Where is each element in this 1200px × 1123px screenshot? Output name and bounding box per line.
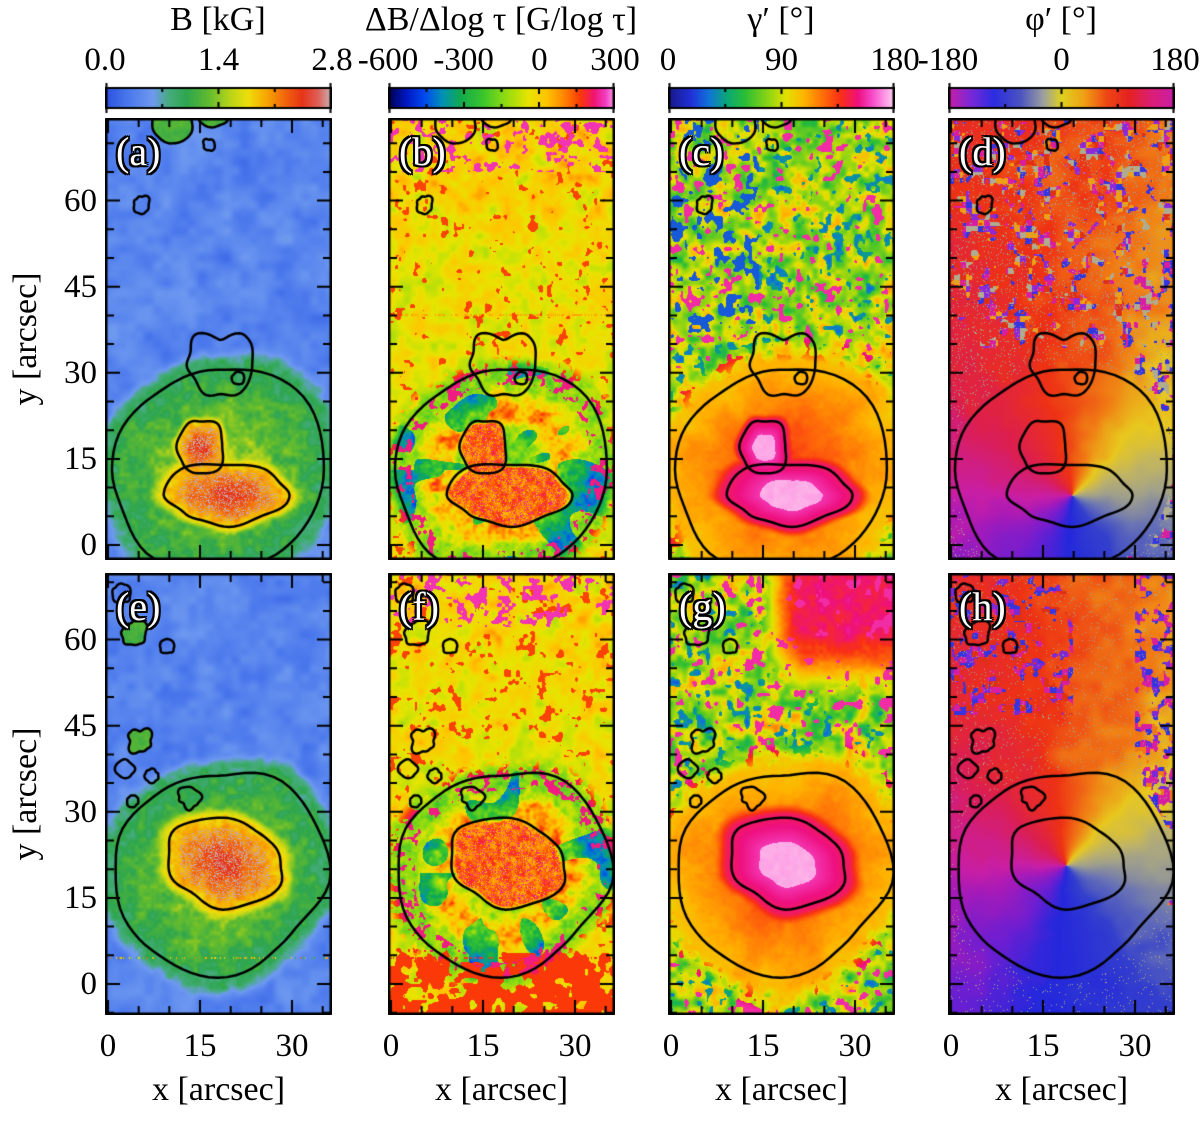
x-axis-title-3: x [arcsec] (714, 1071, 849, 1108)
map-panel-h (948, 573, 1175, 1015)
x-tick-label: 15 (1026, 1028, 1060, 1064)
colorbar-tick-label: -600 (357, 42, 419, 78)
colorbar-tick-label: 300 (590, 42, 640, 78)
colorbar-phi (948, 82, 1175, 114)
colorbar-tick-label: 0 (659, 42, 677, 78)
x-tick-label: 30 (1118, 1028, 1152, 1064)
colorbar-tick-label: 180 (1150, 42, 1200, 78)
colorbar-title-gamma: γ′ [°] (747, 1, 815, 38)
map-panel-g (668, 573, 895, 1015)
colorbar-tick-label: 180 (870, 42, 920, 78)
panel-label-c: (c) (679, 129, 724, 174)
x-axis-title-2: x [arcsec] (434, 1071, 569, 1108)
colorbar-tick-label: 0 (531, 42, 548, 78)
x-tick-label: 30 (838, 1028, 872, 1064)
x-axis-title-4: x [arcsec] (994, 1071, 1129, 1108)
x-tick-label: 0 (99, 1028, 117, 1064)
panel-label-e: (e) (116, 584, 161, 629)
colorbar-title-b: B [kG] (170, 1, 266, 38)
colorbar-title-dbdlogtau: ΔB/Δlog τ [G/log τ] (364, 1, 638, 38)
y-tick-label: 15 (64, 440, 97, 477)
panel-label-h: (h) (959, 584, 1006, 629)
y-tick-label: 45 (64, 268, 97, 305)
x-tick-label: 30 (558, 1028, 592, 1064)
map-panel-a (105, 118, 332, 560)
colorbar-b (105, 82, 332, 114)
colorbar-tick-label: 90 (765, 42, 798, 78)
y-tick-label: 45 (64, 707, 97, 744)
panel-label-b: (b) (399, 129, 446, 174)
y-tick-label: 0 (80, 966, 98, 1002)
x-axis-title-1: x [arcsec] (151, 1071, 286, 1108)
y-tick-label: 30 (64, 793, 97, 830)
map-panel-f (388, 573, 615, 1015)
y-tick-label: 60 (64, 182, 97, 219)
colorbar-title-phi: φ′ [°] (1025, 1, 1097, 38)
colorbar-gamma (668, 82, 895, 114)
map-panel-c (668, 118, 895, 560)
panel-label-a: (a) (116, 129, 161, 174)
x-tick-label: 15 (466, 1028, 500, 1064)
colorbar-tick-label: 2.8 (311, 42, 353, 78)
map-panel-e (105, 573, 332, 1015)
y-tick-label: 15 (64, 879, 97, 916)
map-panel-d (948, 118, 1175, 560)
map-panel-b (388, 118, 615, 560)
x-tick-label: 0 (662, 1028, 680, 1064)
y-tick-label: 30 (64, 354, 97, 391)
x-tick-label: 30 (275, 1028, 309, 1064)
colorbar-dbdlogtau (388, 82, 615, 114)
y-tick-label: 0 (80, 527, 98, 563)
x-tick-label: 0 (942, 1028, 960, 1064)
x-tick-label: 0 (382, 1028, 400, 1064)
x-tick-label: 15 (746, 1028, 780, 1064)
colorbar-tick-label: 0 (1053, 42, 1070, 78)
y-axis-title-top: y [arcsec] (7, 272, 44, 406)
colorbar-tick-label: -180 (917, 42, 979, 78)
panel-label-f: (f) (399, 584, 439, 629)
panel-label-g: (g) (679, 584, 726, 629)
colorbar-tick-label: 1.4 (197, 42, 240, 78)
panel-label-d: (d) (959, 129, 1006, 174)
colorbar-tick-label: 0.0 (84, 42, 126, 78)
y-tick-label: 60 (64, 621, 97, 658)
x-tick-label: 15 (183, 1028, 217, 1064)
colorbar-tick-label: -300 (433, 42, 494, 78)
